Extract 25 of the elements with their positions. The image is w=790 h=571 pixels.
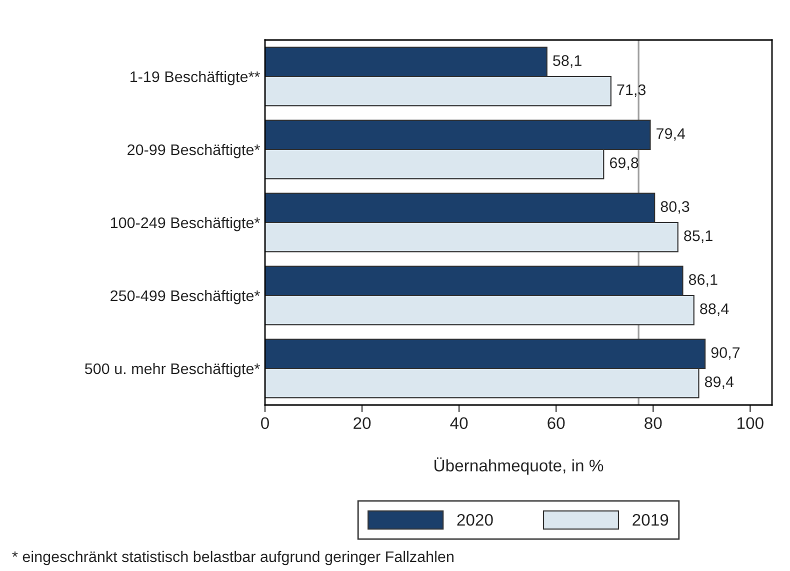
- data-label: 85,1: [684, 230, 712, 244]
- legend-label: 2020: [457, 514, 493, 526]
- x-tick-label: 100: [738, 417, 764, 430]
- x-tick-label: 0: [261, 417, 269, 430]
- data-label: 79,4: [656, 128, 686, 141]
- data-label: 86,1: [688, 274, 718, 287]
- data-label: 69,8: [610, 157, 638, 170]
- y-tick-label: 20-99 Beschäftigte*: [128, 144, 260, 158]
- x-tick-label: 60: [548, 417, 565, 430]
- y-tick-label: 500 u. mehr Beschäftigte*: [84, 362, 260, 378]
- text: * eingeschränkt statistisch belastbar aufgrund geringer Fallzahlen: [12, 550, 454, 566]
- y-tick-label: 100-249 Beschäftigte*: [110, 216, 260, 232]
- x-tick-label: 40: [450, 417, 468, 430]
- data-label: 80,3: [660, 201, 690, 214]
- legend-label: 2019: [632, 514, 668, 526]
- x-axis-title: Übernahmequote, in %: [434, 457, 604, 475]
- x-tick-label: 80: [644, 417, 662, 430]
- x-tick-label: 20: [354, 417, 371, 430]
- data-label: 89,4: [704, 376, 734, 390]
- y-tick-label: 1-19 Beschäftigte**: [130, 70, 260, 86]
- data-label: 58,1: [553, 55, 582, 68]
- data-label: 71,3: [617, 84, 646, 98]
- data-label: 88,4: [700, 303, 729, 316]
- data-label: 90,7: [711, 347, 740, 360]
- y-tick-label: 250-499 Beschäftigte*: [110, 290, 260, 304]
